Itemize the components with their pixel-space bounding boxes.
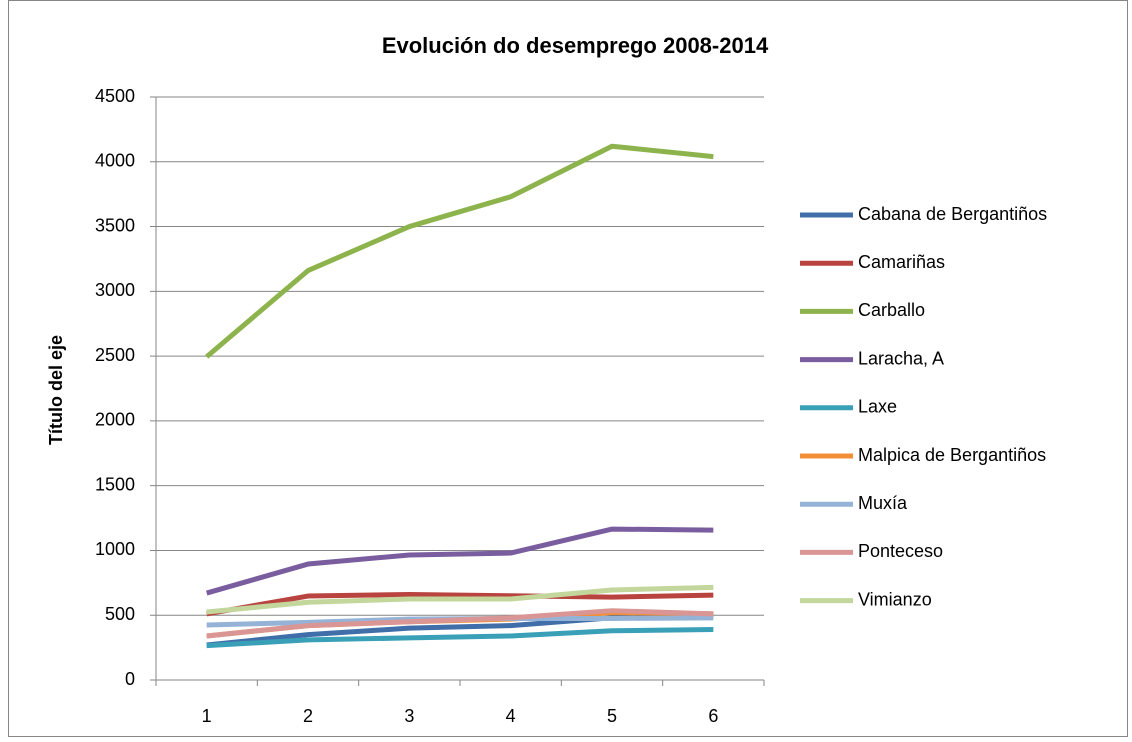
y-tick-label: 4500 (95, 86, 135, 106)
y-axis-label: Título del eje (46, 335, 66, 445)
x-tick-label: 5 (607, 706, 617, 726)
x-tick-label: 3 (404, 706, 414, 726)
y-tick-label: 2000 (95, 410, 135, 430)
x-tick-label: 2 (303, 706, 313, 726)
x-tick-label: 1 (202, 706, 212, 726)
y-tick-label: 1500 (95, 474, 135, 494)
legend-label: Laracha, A (858, 348, 944, 368)
legend-label: Malpica de Bergantiños (858, 445, 1046, 465)
series-line (205, 526, 714, 596)
y-tick-label: 2500 (95, 345, 135, 365)
series-line (205, 143, 714, 359)
series-line (206, 608, 714, 639)
series-line (206, 626, 714, 649)
y-tick-label: 0 (125, 669, 135, 689)
legend-label: Muxía (858, 493, 908, 513)
legend-label: Laxe (858, 397, 897, 417)
chart-border (8, 0, 1128, 737)
series-line (206, 591, 714, 617)
legend-label: Cabana de Bergantiños (858, 204, 1047, 224)
legend-label: Ponteceso (858, 541, 943, 561)
x-tick-label: 6 (708, 706, 718, 726)
y-tick-label: 1000 (95, 539, 135, 559)
legend-label: Vimianzo (858, 589, 932, 609)
y-tick-label: 3000 (95, 280, 135, 300)
legend-label: Carballo (858, 300, 925, 320)
series-line (206, 584, 714, 615)
legend-label: Camariñas (858, 252, 945, 272)
x-tick-label: 4 (506, 706, 516, 726)
y-tick-label: 500 (105, 604, 135, 624)
chart-title: Evolución do desemprego 2008-2014 (382, 33, 769, 58)
y-tick-label: 4000 (95, 151, 135, 171)
y-tick-label: 3500 (95, 215, 135, 235)
